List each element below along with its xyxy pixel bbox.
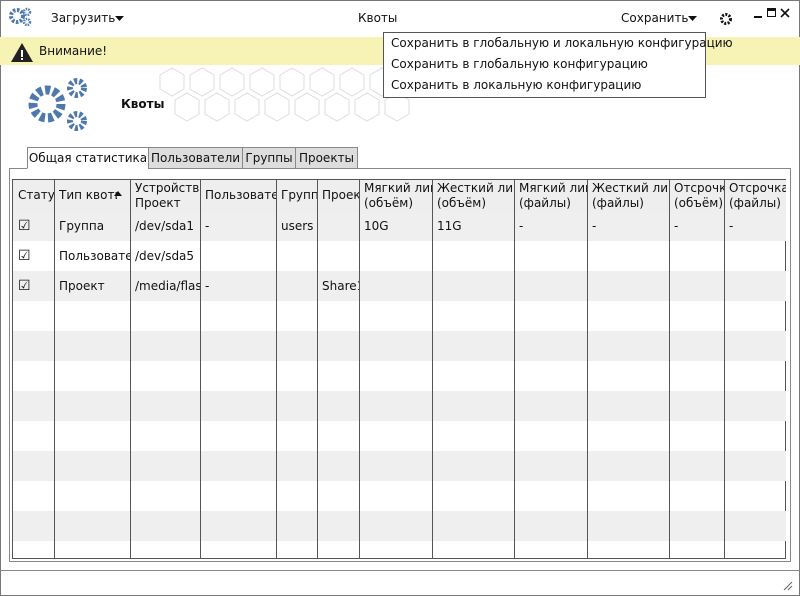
column-header[interactable]: Отсрочка: [729, 181, 786, 195]
menu-item[interactable]: Сохранить в глобальную и локальную конфи…: [391, 36, 733, 50]
column-header[interactable]: (объём): [674, 196, 724, 210]
table-cell: Share1: [322, 279, 359, 293]
table-cell: /dev/sda1: [135, 219, 195, 233]
column-header[interactable]: (файлы): [519, 196, 571, 210]
row-stripe: [13, 331, 786, 361]
column-header[interactable]: Пользовате.: [205, 188, 276, 202]
column-header[interactable]: Мягкий лимит: [364, 181, 432, 195]
column-header[interactable]: Тип квоты: [59, 188, 117, 202]
settings-icon[interactable]: [720, 13, 732, 25]
column-header[interactable]: Проект: [135, 196, 181, 210]
table-cell: Проект: [59, 279, 105, 293]
column-header[interactable]: (файлы): [729, 196, 781, 210]
row-stripe: [13, 391, 786, 421]
column-header[interactable]: Отсрочка: [674, 181, 724, 195]
table-cell: -: [205, 279, 210, 293]
header-title: Квоты: [121, 97, 165, 111]
table-cell: 11G: [437, 219, 462, 233]
load-button[interactable]: Загрузить: [51, 11, 116, 25]
row-stripe: [13, 451, 786, 481]
row-stripe: [13, 271, 786, 301]
table-cell: Группа: [59, 219, 105, 233]
column-header[interactable]: Группа: [281, 188, 317, 202]
column-header[interactable]: Проект: [322, 188, 359, 202]
column-header[interactable]: Мягкий лимит: [519, 181, 587, 195]
table-cell: /dev/sda5: [135, 249, 195, 263]
column-header[interactable]: Устройство: [135, 181, 200, 195]
tab[interactable]: Общая статистика: [27, 147, 149, 169]
table-cell: -: [205, 219, 210, 233]
table-cell: 10G: [364, 219, 389, 233]
table-cell[interactable]: ☑: [18, 279, 31, 294]
column-header[interactable]: (объём): [437, 196, 487, 210]
table-cell: -: [592, 219, 597, 233]
column-header[interactable]: Жесткий лимит: [592, 181, 669, 195]
table-cell[interactable]: ☑: [18, 249, 31, 264]
row-stripe: [13, 211, 786, 241]
save-menu: Сохранить в глобальную и локальную конфи…: [383, 32, 733, 98]
column-header[interactable]: (объём): [364, 196, 414, 210]
save-button[interactable]: Сохранить: [621, 11, 689, 25]
column-header[interactable]: Статус: [18, 188, 54, 202]
column-header[interactable]: Жесткий лимит: [437, 181, 514, 195]
header-icon: [28, 78, 87, 131]
window-title: Квоты: [358, 11, 398, 25]
table-cell[interactable]: ☑: [18, 219, 31, 234]
tab[interactable]: Пользователи: [148, 147, 243, 169]
column-header[interactable]: (файлы): [592, 196, 644, 210]
table-cell: Пользовате.: [59, 249, 130, 263]
tab[interactable]: Проекты: [295, 147, 358, 169]
app-icon: [9, 7, 32, 27]
menu-item[interactable]: Сохранить в локальную конфигурацию: [391, 78, 642, 92]
tab[interactable]: Группы: [242, 147, 296, 169]
table-cell: -: [729, 219, 734, 233]
warning-text: Внимание!: [39, 44, 108, 58]
table-cell: -: [674, 219, 679, 233]
row-stripe: [13, 511, 786, 541]
table-cell: -: [519, 219, 524, 233]
table-cell: users: [281, 219, 314, 233]
menu-item[interactable]: Сохранить в глобальную конфигурацию: [391, 57, 648, 71]
table-cell: /media/flash: [135, 279, 200, 293]
